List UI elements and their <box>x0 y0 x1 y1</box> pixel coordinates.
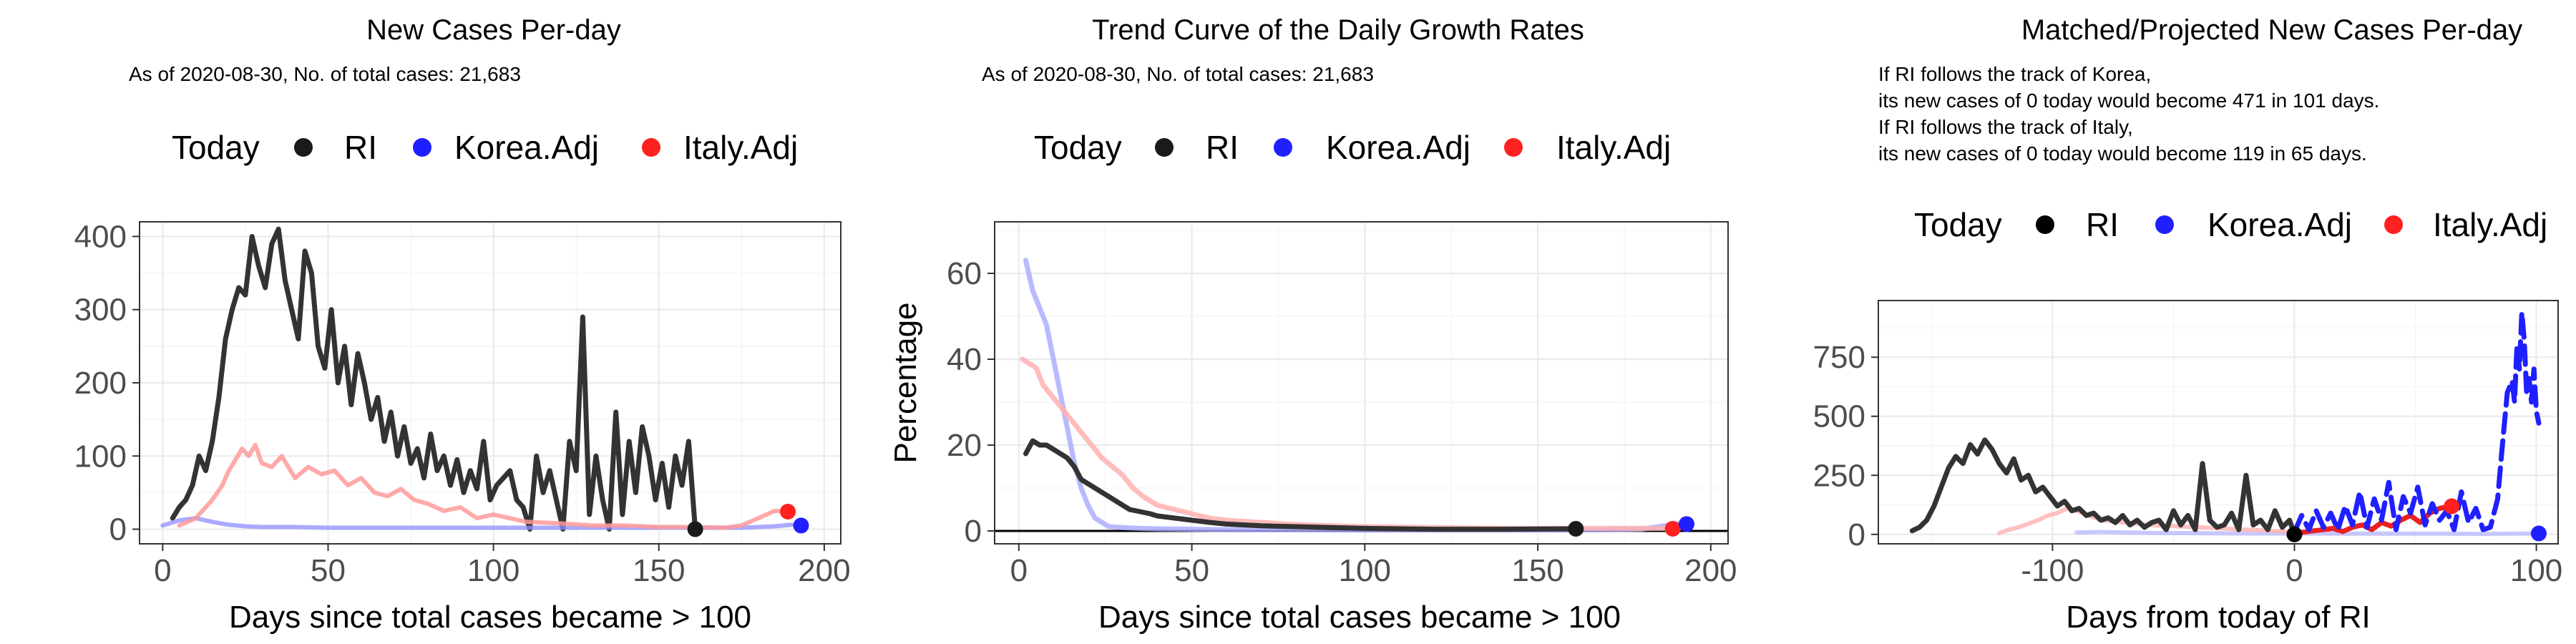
today-points <box>687 504 809 537</box>
y-tick-label: 40 <box>947 342 982 377</box>
y-tick-label: 300 <box>74 293 127 328</box>
legend-swatch-ri <box>294 138 313 157</box>
legend-swatch-italy <box>642 138 660 157</box>
today-point-italy-adj <box>2444 498 2460 514</box>
today-points <box>1568 516 1694 537</box>
y-tick-label: 0 <box>965 514 982 549</box>
chart-title: New Cases Per-day <box>366 14 621 46</box>
x-tick-label: 100 <box>1339 553 1391 588</box>
legend-label-italy: Italy.Adj <box>683 129 798 166</box>
x-tick-label: 50 <box>1174 553 1209 588</box>
chart-subtitle: As of 2020-08-30, No. of total cases: 21… <box>982 63 1374 85</box>
chart-new-cases-per-day: New Cases Per-day As of 2020-08-30, No. … <box>74 14 851 635</box>
legend-title: Today <box>172 129 260 166</box>
y-tick-label: 250 <box>1813 458 1865 493</box>
today-point-ri <box>1568 521 1584 537</box>
x-tick-label: 200 <box>1684 553 1737 588</box>
chart-subtitle-line: its new cases of 0 today would become 47… <box>1878 89 2379 112</box>
today-point-ri <box>2286 526 2303 542</box>
today-point-italy-adj <box>780 504 796 519</box>
chart-daily-growth-rates: Trend Curve of the Daily Growth Rates As… <box>888 14 1737 635</box>
x-tick-label: 150 <box>633 553 685 588</box>
legend-label-ri: RI <box>1206 129 1239 166</box>
legend-label-korea: Korea.Adj <box>454 129 599 166</box>
today-points <box>2286 498 2547 542</box>
series-lines <box>160 226 804 532</box>
axis-ticks: 0 50 100 150 200 0 100 200 300 400 <box>74 219 851 588</box>
series-line-italy-adj <box>177 442 790 530</box>
x-tick-label: 100 <box>2510 553 2562 588</box>
chart-subtitle-line: its new cases of 0 today would become 11… <box>1878 142 2367 165</box>
series-line-ri <box>1023 438 1579 532</box>
legend-swatch-korea <box>413 138 431 157</box>
series-line-korea-adj <box>160 516 804 530</box>
chart-title: Matched/Projected New Cases Per-day <box>2021 14 2522 46</box>
legend-label-ri: RI <box>2086 206 2119 243</box>
x-tick-label: 150 <box>1511 553 1563 588</box>
legend-label-korea: Korea.Adj <box>2207 206 2352 243</box>
legend-label-korea: Korea.Adj <box>1326 129 1470 166</box>
legend: Today RI Korea.Adj Italy.Adj <box>1914 206 2547 243</box>
chart-subtitle: As of 2020-08-30, No. of total cases: 21… <box>129 63 521 85</box>
y-tick-label: 750 <box>1813 340 1865 375</box>
chart-title: Trend Curve of the Daily Growth Rates <box>1092 14 1584 46</box>
axis-ticks: 0 50 100 150 200 0 20 40 60 <box>947 256 1737 588</box>
series-line-ri <box>1909 437 2297 537</box>
series-lines <box>995 258 1728 533</box>
today-point-korea-adj <box>1678 516 1694 532</box>
legend-swatch-ri <box>1155 138 1174 157</box>
x-tick-label: 0 <box>1010 553 1028 588</box>
y-tick-label: 500 <box>1813 399 1865 434</box>
panel-border <box>994 221 1729 545</box>
y-tick-label: 0 <box>109 512 127 547</box>
legend-swatch-ri <box>2036 215 2054 234</box>
legend-title: Today <box>1914 206 2002 243</box>
legend-swatch-italy <box>1504 138 1523 157</box>
legend: Today RI Korea.Adj Italy.Adj <box>1034 129 1671 166</box>
x-tick-label: 0 <box>2285 553 2303 588</box>
legend-label-italy: Italy.Adj <box>2433 206 2547 243</box>
y-tick-label: 100 <box>74 439 127 474</box>
y-tick-label: 20 <box>947 428 982 463</box>
today-point-korea-adj <box>2530 525 2547 542</box>
x-axis-label: Days from today of RI <box>2066 600 2370 635</box>
y-tick-label: 200 <box>74 366 127 401</box>
today-point-italy-adj <box>1664 521 1681 537</box>
legend-swatch-italy <box>2384 215 2403 234</box>
x-tick-label: 100 <box>467 553 519 588</box>
y-tick-label: 0 <box>1848 517 1865 552</box>
chart-matched-projected: Matched/Projected New Cases Per-day If R… <box>1813 14 2563 635</box>
y-tick-label: 60 <box>947 256 982 291</box>
x-axis-label: Days since total cases became > 100 <box>229 600 751 635</box>
x-tick-label: 0 <box>154 553 171 588</box>
x-tick-label: 200 <box>798 553 850 588</box>
panel-border <box>1878 300 2559 545</box>
today-point-korea-adj <box>793 517 809 534</box>
legend-swatch-korea <box>2155 215 2174 234</box>
chart-subtitle-line: If RI follows the track of Italy, <box>1878 116 2133 138</box>
y-tick-label: 400 <box>74 219 127 254</box>
y-axis-label: Percentage <box>888 302 923 463</box>
legend-label-ri: RI <box>344 129 377 166</box>
legend-swatch-korea <box>1274 138 1292 157</box>
legend: Today RI Korea.Adj Italy.Adj <box>172 129 798 166</box>
axis-ticks: -100 0 100 0 250 500 750 <box>1813 340 2563 588</box>
today-point-ri <box>687 521 703 537</box>
legend-label-italy: Italy.Adj <box>1556 129 1671 166</box>
plot-panel <box>994 221 1729 545</box>
chart-subtitle-line: If RI follows the track of Korea, <box>1878 63 2151 85</box>
legend-title: Today <box>1034 129 1122 166</box>
series-line-korea-adj <box>2074 530 2541 537</box>
x-tick-label: 50 <box>311 553 346 588</box>
x-axis-label: Days since total cases became > 100 <box>1098 600 1621 635</box>
x-tick-label: -100 <box>2021 553 2084 588</box>
